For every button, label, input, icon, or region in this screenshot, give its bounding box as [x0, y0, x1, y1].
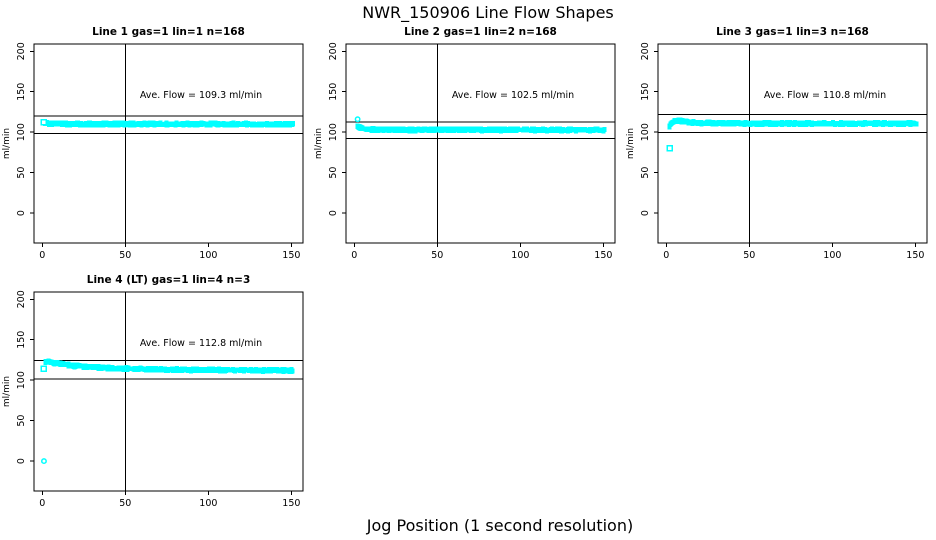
y-axis-tick-label: 200 — [328, 42, 339, 60]
flow-point — [602, 126, 607, 132]
figure-title: NWR_150906 Line Flow Shapes — [362, 3, 614, 22]
plot-frame — [33, 43, 304, 244]
y-axis-label: ml/min — [2, 128, 12, 159]
y-axis-tick-label: 50 — [16, 415, 27, 427]
y-axis-tick-label: 150 — [16, 331, 27, 349]
x-axis-tick-label: 100 — [199, 498, 217, 509]
subplot-title: Line 4 (LT) gas=1 lin=4 n=3 — [87, 274, 251, 286]
y-axis-label: ml/min — [626, 128, 636, 159]
outlier-point-square — [40, 365, 48, 373]
x-axis-tick-label: 150 — [282, 250, 300, 261]
y-axis-tick-label: 100 — [640, 123, 651, 141]
subplot-line-3: Line 3 gas=1 lin=3 n=168 0 50 100 150 0 50 100 1… — [624, 22, 936, 270]
average-flow-annotation: Ave. Flow = 109.3 ml/min — [140, 90, 262, 101]
subplot-title: Line 3 gas=1 lin=3 n=168 — [716, 26, 869, 38]
subplot-svg-2: Line 2 gas=1 lin=2 n=168 0 50 100 150 0 50 100 1… — [314, 26, 616, 261]
plot-frame — [33, 291, 304, 492]
x-axis-tick-label: 50 — [743, 250, 755, 261]
x-axis-tick-label: 100 — [823, 250, 841, 261]
y-axis-tick-label: 150 — [16, 83, 27, 101]
y-axis-tick-label: 100 — [16, 123, 27, 141]
y-axis-tick-label: 200 — [16, 290, 27, 308]
flow-data-band — [43, 358, 295, 374]
flow-data-band — [667, 117, 919, 130]
plot-frame — [657, 43, 928, 244]
subplot-line-1: Line 1 gas=1 lin=1 n=168 0 50 100 150 0 50 100 1… — [0, 22, 312, 270]
y-axis-tick-label: 0 — [16, 458, 27, 464]
x-axis-tick-label: 0 — [39, 498, 45, 509]
flow-point — [291, 120, 295, 127]
y-axis-tick-label: 200 — [640, 42, 651, 60]
subplot-line-2: Line 2 gas=1 lin=2 n=168 0 50 100 150 0 50 100 1… — [312, 22, 624, 270]
outlier-point-square — [40, 118, 48, 126]
x-axis-tick-label: 0 — [663, 250, 669, 261]
outlier-point-circle — [41, 458, 47, 465]
average-flow-annotation: Ave. Flow = 112.8 ml/min — [140, 338, 262, 349]
subplot-title: Line 1 gas=1 lin=1 n=168 — [92, 26, 245, 38]
plot-frame — [345, 43, 616, 244]
average-flow-annotation: Ave. Flow = 110.8 ml/min — [764, 90, 886, 101]
flow-point — [914, 121, 919, 127]
y-axis-tick-label: 0 — [16, 210, 27, 216]
flow-data-band — [42, 119, 295, 128]
figure-x-axis-label: Jog Position (1 second resolution) — [366, 516, 634, 535]
y-axis-tick-label: 150 — [640, 83, 651, 101]
y-axis-label: ml/min — [2, 376, 12, 407]
x-axis-tick-label: 50 — [119, 498, 131, 509]
flow-data-band — [355, 123, 607, 134]
x-axis-tick-label: 50 — [431, 250, 443, 261]
x-axis-tick-label: 0 — [39, 250, 45, 261]
subplot-line-4: Line 4 (LT) gas=1 lin=4 n=3 0 50 100 150 0 50 1… — [0, 270, 312, 518]
y-axis-tick-label: 200 — [16, 42, 27, 60]
subplot-svg-4: Line 4 (LT) gas=1 lin=4 n=3 0 50 100 150 0 50 1… — [2, 274, 304, 509]
flow-point — [290, 368, 295, 374]
x-axis-tick-label: 150 — [594, 250, 612, 261]
subplot-svg-1: Line 1 gas=1 lin=1 n=168 0 50 100 150 0 50 100 1… — [2, 26, 304, 261]
x-axis-tick-label: 100 — [199, 250, 217, 261]
subplot-svg-3: Line 3 gas=1 lin=3 n=168 0 50 100 150 0 50 100 1… — [626, 26, 928, 261]
y-axis-tick-label: 100 — [16, 371, 27, 389]
average-flow-annotation: Ave. Flow = 102.5 ml/min — [452, 90, 574, 101]
y-axis-tick-label: 100 — [328, 123, 339, 141]
y-axis-tick-label: 150 — [328, 83, 339, 101]
y-axis-tick-label: 0 — [328, 210, 339, 216]
x-axis-tick-label: 150 — [282, 498, 300, 509]
outlier-point-square — [666, 145, 673, 152]
y-axis-tick-label: 50 — [16, 167, 27, 179]
x-axis-tick-label: 100 — [511, 250, 529, 261]
y-axis-label: ml/min — [314, 128, 324, 159]
x-axis-tick-label: 0 — [351, 250, 357, 261]
y-axis-tick-label: 50 — [640, 167, 651, 179]
y-axis-tick-label: 0 — [640, 210, 651, 216]
subplot-title: Line 2 gas=1 lin=2 n=168 — [404, 26, 557, 38]
x-axis-tick-label: 150 — [906, 250, 924, 261]
outlier-point-circle — [354, 116, 361, 123]
y-axis-tick-label: 50 — [328, 167, 339, 179]
x-axis-tick-label: 50 — [119, 250, 131, 261]
